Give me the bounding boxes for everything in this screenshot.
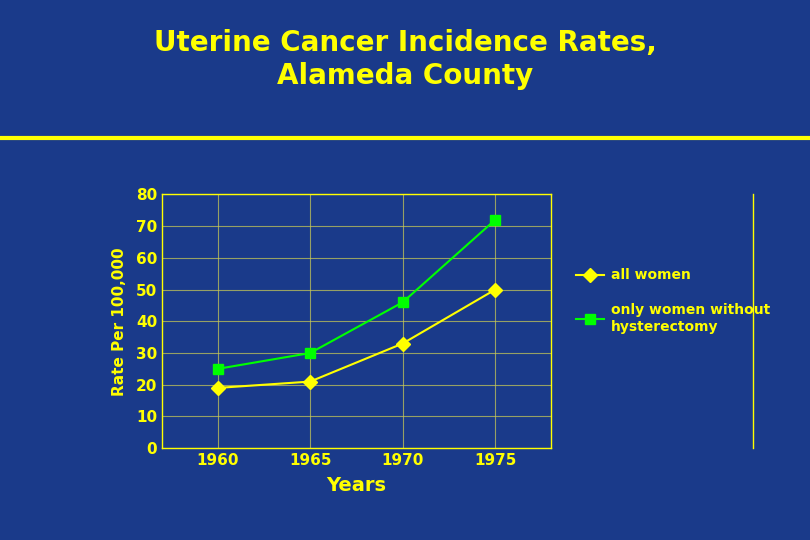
Y-axis label: Rate Per 100,000: Rate Per 100,000 bbox=[113, 247, 127, 396]
X-axis label: Years: Years bbox=[326, 476, 386, 495]
Legend: all women, only women without
hysterectomy: all women, only women without hysterecto… bbox=[569, 261, 778, 340]
Text: Uterine Cancer Incidence Rates,
Alameda County: Uterine Cancer Incidence Rates, Alameda … bbox=[154, 29, 656, 90]
